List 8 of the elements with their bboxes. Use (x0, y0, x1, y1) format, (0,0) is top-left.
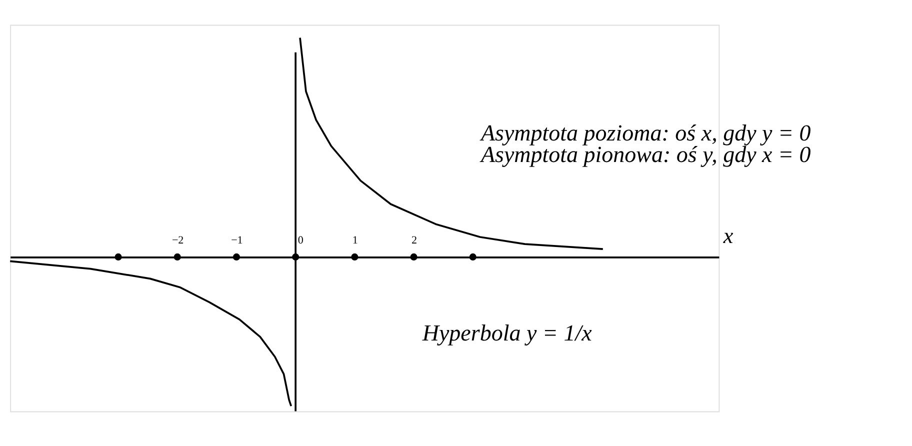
x-tick-label: 1 (352, 234, 358, 247)
x-axis-title: x (722, 223, 734, 248)
x-tick-label: 0 (298, 234, 304, 247)
x-tick-label: 2 (411, 234, 417, 247)
x-tick-label: −2 (172, 234, 184, 247)
annotation: Asymptota pozioma: oś x, gdy y = 0 (478, 120, 812, 146)
x-tick-label: −1 (231, 234, 243, 247)
annotation: Hyperbola y = 1/x (421, 320, 593, 346)
